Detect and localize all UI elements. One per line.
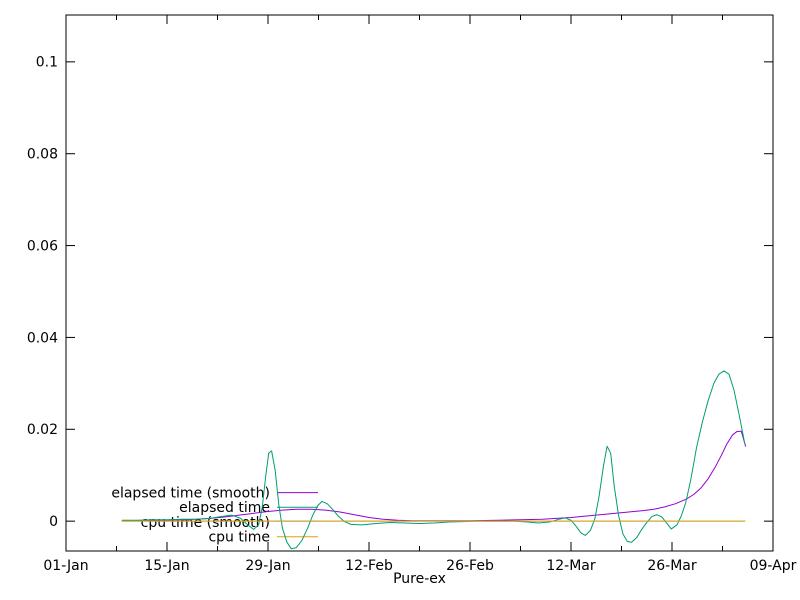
x-tick-label: 12-Mar (546, 558, 596, 574)
legend-label: elapsed time (smooth) (111, 486, 270, 502)
y-tick-label: 0.02 (27, 422, 58, 438)
y-tick-label: 0.1 (36, 55, 58, 71)
legend-label: cpu time (208, 530, 270, 546)
x-tick-label: 12-Feb (345, 558, 393, 574)
y-tick-label: 0.04 (27, 330, 58, 346)
x-axis: 01-Jan 15-Jan 29-Jan 12-Feb 26-Feb 12-Mar 26-M… (43, 15, 797, 574)
series-line-elapsed-time-smooth (121, 430, 747, 522)
y-axis: 0 0.02 0.04 0.06 0.08 0.1 (27, 55, 773, 530)
x-tick-label: 26-Feb (446, 558, 494, 574)
x-axis-title: Pure-ex (393, 571, 446, 587)
legend-label: elapsed time (179, 500, 270, 516)
y-tick-label: 0.06 (27, 238, 58, 254)
x-tick-label: 15-Jan (144, 558, 189, 574)
y-tick-label: 0 (49, 514, 58, 530)
y-tick-label: 0.08 (27, 147, 58, 163)
x-tick-label: 01-Jan (43, 558, 88, 574)
x-tick-label: 26-Mar (647, 558, 697, 574)
legend-label: cpu time (smooth) (141, 515, 270, 531)
series-lines (121, 370, 747, 550)
x-tick-label: 09-Apr (750, 558, 797, 574)
x-tick-label: 29-Jan (245, 558, 290, 574)
